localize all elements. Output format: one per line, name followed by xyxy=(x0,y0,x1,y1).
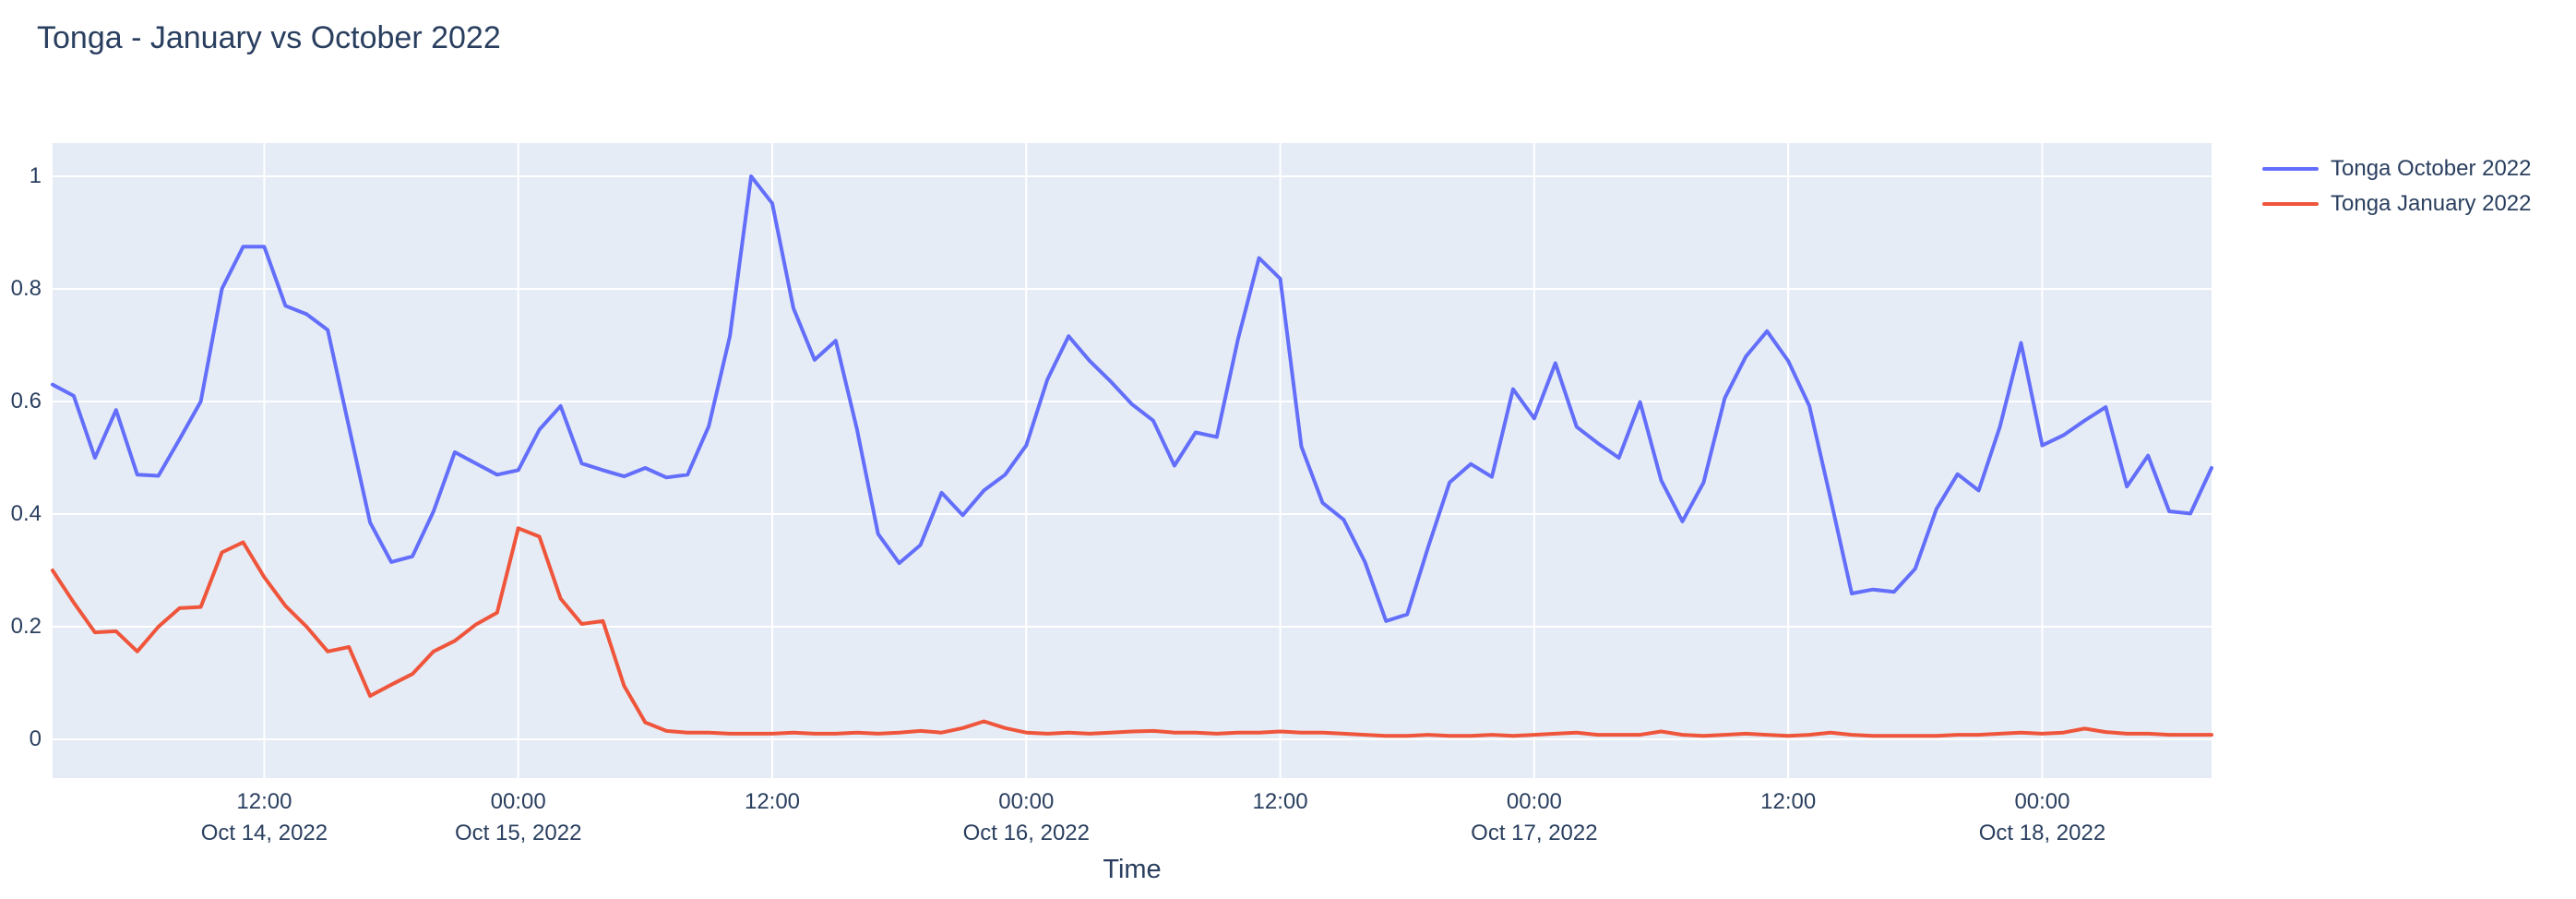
series-line-tonga-october-2022[interactable] xyxy=(51,174,2213,623)
x-tick-date: Oct 17, 2022 xyxy=(1471,821,1598,845)
x-tick-time: 12:00 xyxy=(1252,789,1308,814)
x-tick-date: Oct 15, 2022 xyxy=(454,821,582,845)
x-axis-title: Time xyxy=(1103,855,1162,884)
x-tick-time: 00:00 xyxy=(1506,789,1562,814)
x-tick-time: 00:00 xyxy=(998,789,1055,814)
x-tick-time: 12:00 xyxy=(236,789,292,814)
y-tick-label: 0 xyxy=(29,726,42,751)
legend-label: Tonga October 2022 xyxy=(2331,156,2532,181)
y-tick-label: 0.6 xyxy=(10,389,42,414)
x-tick-date: Oct 14, 2022 xyxy=(200,821,328,845)
y-tick-label: 0.2 xyxy=(10,614,42,639)
series-line-tonga-january-2022[interactable] xyxy=(51,526,2213,738)
legend-label: Tonga January 2022 xyxy=(2331,191,2532,216)
legend-line-swatch xyxy=(2262,167,2319,171)
x-tick-time: 00:00 xyxy=(2014,789,2070,814)
chart-title: Tonga - January vs October 2022 xyxy=(37,20,501,55)
x-tick-date: Oct 18, 2022 xyxy=(1978,821,2106,845)
x-tick-label: 12:00 xyxy=(1170,786,1391,818)
legend-line-swatch xyxy=(2262,202,2319,206)
x-tick-label: 00:00 Oct 16, 2022 xyxy=(915,786,1137,849)
legend-item-tonga-january-2022[interactable]: Tonga January 2022 xyxy=(2262,186,2532,222)
x-tick-label: 12:00 xyxy=(1677,786,1899,818)
x-tick-time: 12:00 xyxy=(1760,789,1817,814)
y-tick-label: 0.4 xyxy=(10,501,42,526)
x-tick-label: 00:00 Oct 15, 2022 xyxy=(408,786,629,849)
legend: Tonga October 2022 Tonga January 2022 xyxy=(2262,151,2532,222)
x-tick-label: 00:00 Oct 17, 2022 xyxy=(1424,786,1645,849)
legend-item-tonga-october-2022[interactable]: Tonga October 2022 xyxy=(2262,151,2532,186)
y-tick-label: 1 xyxy=(29,163,42,188)
x-tick-date: Oct 16, 2022 xyxy=(962,821,1090,845)
x-tick-label: 00:00 Oct 18, 2022 xyxy=(1931,786,2153,849)
plot-area[interactable] xyxy=(53,143,2212,778)
x-tick-time: 12:00 xyxy=(744,789,801,814)
x-tick-label: 12:00 xyxy=(662,786,883,818)
x-tick-time: 00:00 xyxy=(490,789,546,814)
x-tick-label: 12:00 Oct 14, 2022 xyxy=(153,786,375,849)
y-tick-label: 0.8 xyxy=(10,276,42,301)
